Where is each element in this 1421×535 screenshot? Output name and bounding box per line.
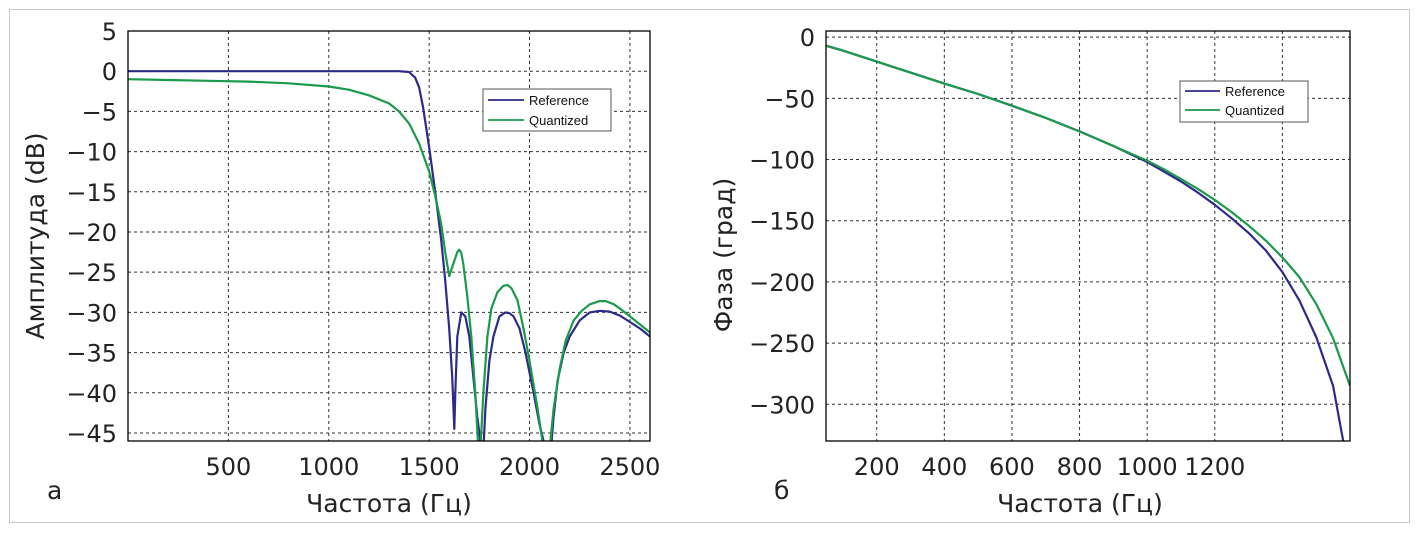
phase-legend-quantized-label: Quantized	[1225, 103, 1284, 118]
amplitude-y-tick-label: 0	[102, 58, 117, 86]
amplitude-y-axis-label: Амплитуда (dB)	[21, 133, 50, 340]
amplitude-legend-quantized-label: Quantized	[529, 113, 588, 128]
amplitude-y-tick-label: −5	[82, 98, 117, 126]
amplitude-panel-label: а	[47, 476, 62, 505]
phase-y-tick-label: 0	[800, 24, 815, 52]
amplitude-y-tick-label: −35	[66, 340, 117, 368]
amplitude-x-tick-label: 2500	[599, 453, 660, 481]
amplitude-chart: 500 1000 1500 2000 2500 5 0 −5 −10 −15 −20 −25 −30 −3…	[21, 18, 660, 518]
phase-tick-labels: 200 400 600 800 1000 1200 0 −50 −100 −150 −200 −250…	[749, 24, 1245, 481]
phase-chart: 200 400 600 800 1000 1200 0 −50 −100 −150 −200 −250…	[709, 24, 1351, 518]
phase-x-tick-label: 600	[989, 453, 1035, 481]
phase-legend-box	[1179, 80, 1309, 123]
amplitude-y-tick-label: −45	[66, 420, 117, 448]
amplitude-grid	[128, 30, 650, 441]
amplitude-series	[128, 70, 650, 441]
phase-legend: Reference Quantized	[1179, 80, 1309, 123]
phase-x-tick-label: 800	[1057, 453, 1103, 481]
amplitude-y-tick-label: −40	[66, 380, 117, 408]
amplitude-axes-box	[127, 30, 651, 442]
phase-y-tick-label: −200	[749, 269, 815, 297]
phase-y-axis-label: Фаза (град)	[709, 178, 738, 333]
amplitude-x-tick-label: 500	[205, 453, 251, 481]
phase-x-tick-label: 1000	[1117, 453, 1178, 481]
phase-panel-label: б	[774, 476, 789, 505]
phase-x-axis-label: Частота (Гц)	[997, 489, 1163, 518]
amplitude-x-axis-label: Частота (Гц)	[306, 489, 472, 518]
amplitude-y-tick-label: −15	[66, 179, 117, 207]
amplitude-y-tick-label: −30	[66, 299, 117, 327]
phase-x-tick-label: 200	[854, 453, 900, 481]
amplitude-y-tick-label: −10	[66, 139, 117, 167]
amplitude-x-tick-label: 1500	[399, 453, 460, 481]
amplitude-x-tick-label: 1000	[298, 453, 359, 481]
phase-y-tick-label: −150	[749, 208, 815, 236]
amplitude-tick-labels: 500 1000 1500 2000 2500 5 0 −5 −10 −15 −20 −25 −30 −3…	[66, 18, 660, 481]
phase-series	[826, 44, 1350, 441]
amplitude-series-quantized	[128, 78, 650, 441]
figure-frame	[9, 9, 1410, 523]
amplitude-y-tick-label: −25	[66, 259, 117, 287]
amplitude-x-tick-label: 2000	[499, 453, 560, 481]
amplitude-y-tick-label: 5	[102, 18, 117, 46]
phase-legend-reference-label: Reference	[1225, 84, 1285, 99]
phase-y-tick-label: −100	[749, 147, 815, 175]
phase-x-tick-label: 1200	[1184, 453, 1245, 481]
phase-y-tick-label: −250	[749, 330, 815, 358]
phase-series-quantized	[826, 44, 1350, 387]
amplitude-legend-reference-label: Reference	[529, 93, 589, 108]
phase-x-tick-label: 400	[921, 453, 967, 481]
amplitude-legend-box	[482, 88, 612, 132]
phase-axes-box	[825, 30, 1351, 442]
phase-y-tick-label: −50	[764, 85, 815, 113]
phase-y-tick-label: −300	[749, 391, 815, 419]
amplitude-y-tick-label: −20	[66, 219, 117, 247]
amplitude-legend: Reference Quantized	[482, 88, 612, 132]
